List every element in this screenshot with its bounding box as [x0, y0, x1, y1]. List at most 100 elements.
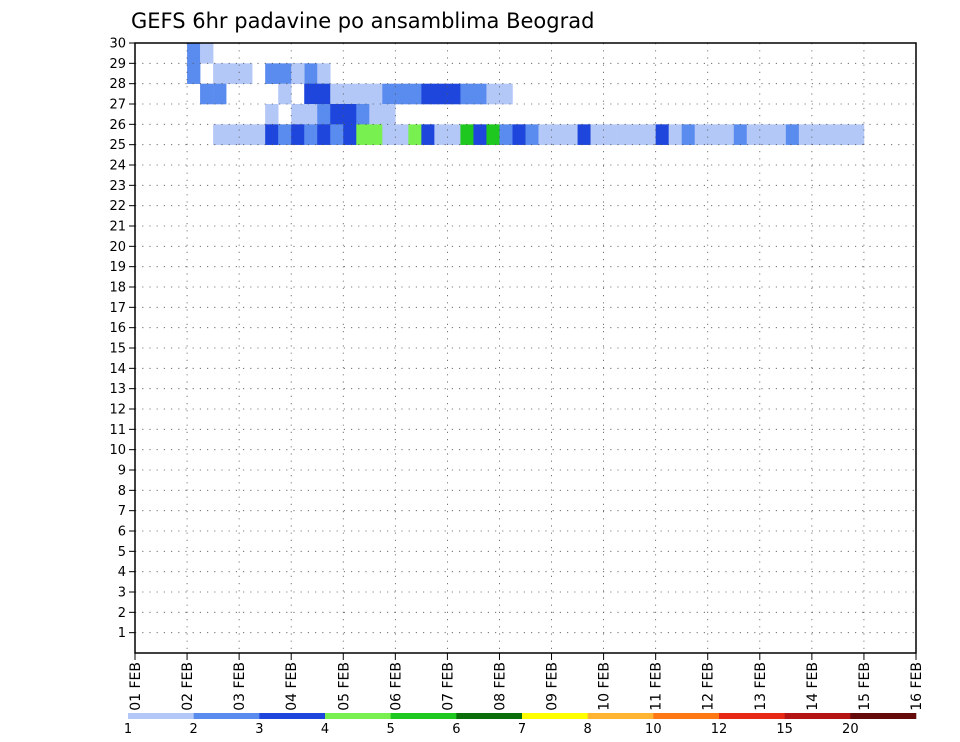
legend-swatch	[784, 713, 851, 719]
x-tick-label: 15 FEB	[857, 662, 873, 711]
legend-swatch	[259, 713, 326, 719]
x-tick-label: 02 FEB	[180, 662, 196, 711]
y-tick-label: 1	[118, 626, 126, 641]
precip-cell	[239, 124, 253, 145]
precip-cell	[291, 124, 305, 145]
precip-cell	[304, 124, 318, 145]
precip-cell	[642, 124, 656, 145]
precip-cell	[343, 83, 357, 105]
precip-cell	[200, 83, 214, 105]
precip-cell	[707, 124, 722, 145]
precip-cell	[317, 63, 331, 84]
y-tick-label: 17	[109, 301, 126, 316]
x-tick-label: 01 FEB	[128, 662, 144, 711]
precip-cell	[434, 83, 448, 105]
precip-cell	[824, 124, 839, 145]
precip-cell	[304, 104, 318, 125]
precip-cell	[447, 124, 461, 145]
y-tick-label: 22	[109, 199, 126, 214]
x-tick-label: 16 FEB	[909, 662, 925, 711]
precip-cell	[629, 124, 643, 145]
legend-label: 5	[387, 722, 395, 737]
precip-cell	[200, 43, 214, 64]
precip-cell	[616, 124, 630, 145]
precip-cell	[746, 124, 761, 145]
precip-cell	[551, 124, 565, 145]
x-tick-label: 13 FEB	[753, 662, 769, 711]
precip-cell	[213, 83, 227, 105]
precip-cell	[265, 124, 279, 145]
y-tick-label: 3	[118, 586, 126, 601]
precip-cell	[473, 124, 487, 145]
x-tick-label: 04 FEB	[284, 662, 300, 711]
legend-label: 8	[584, 722, 592, 737]
precip-cell	[369, 83, 383, 105]
y-tick-label: 4	[118, 565, 126, 580]
y-tick-label: 18	[109, 281, 126, 296]
y-tick-label: 7	[118, 504, 126, 519]
y-tick-label: 21	[109, 220, 126, 235]
precip-cell	[330, 83, 344, 105]
y-tick-label: 26	[109, 118, 126, 133]
precip-cell	[460, 83, 474, 105]
precip-cell	[291, 63, 305, 84]
precip-cell	[187, 63, 201, 84]
precip-cell	[538, 124, 552, 145]
y-tick-label: 20	[109, 240, 126, 255]
x-tick-label: 12 FEB	[701, 662, 717, 711]
precip-cell	[447, 83, 461, 105]
precip-cell	[850, 124, 865, 145]
precip-cell	[564, 124, 578, 145]
y-tick-label: 13	[109, 382, 126, 397]
precip-cell	[343, 124, 357, 145]
precip-cell	[252, 124, 266, 145]
x-axis: 01 FEB 02 FEB 03 FEB 04 FEB 05 FEB 06 FEB 07 F…	[128, 653, 925, 711]
y-axis: 1234567891011121314151617181920212223242…	[109, 37, 135, 641]
precip-cell	[369, 124, 383, 145]
precip-cell	[356, 104, 370, 125]
precip-cell	[304, 63, 318, 84]
precip-cell	[499, 124, 513, 145]
precip-cell	[460, 124, 474, 145]
y-tick-label: 5	[118, 545, 126, 560]
legend-swatch	[456, 713, 523, 719]
precip-cell	[421, 83, 435, 105]
precip-cell	[772, 124, 787, 145]
chart-title: GEFS 6hr padavine po ansamblima Beograd	[131, 9, 594, 33]
precip-cell	[798, 124, 813, 145]
precip-cell	[356, 83, 370, 105]
precip-cell	[694, 124, 709, 145]
y-tick-label: 16	[109, 321, 126, 336]
precip-cell	[317, 124, 331, 145]
precip-cell	[811, 124, 826, 145]
precip-cell	[785, 124, 800, 145]
y-tick-label: 24	[109, 159, 126, 174]
dotted-grid	[135, 43, 916, 653]
legend-label: 4	[321, 722, 329, 737]
precip-cell	[408, 124, 422, 145]
precip-cell	[278, 83, 292, 105]
precip-cell	[395, 124, 409, 145]
precip-cell	[590, 124, 604, 145]
y-tick-label: 6	[118, 525, 126, 540]
y-tick-label: 19	[109, 260, 126, 275]
precip-cell	[187, 43, 201, 64]
x-tick-label: 06 FEB	[388, 662, 404, 711]
precip-cell	[577, 124, 591, 145]
legend-label: 12	[711, 722, 728, 737]
precip-cell	[473, 83, 487, 105]
x-tick-label: 09 FEB	[545, 662, 561, 711]
y-tick-label: 14	[109, 362, 126, 377]
y-tick-label: 9	[118, 464, 126, 479]
precip-cell	[681, 124, 696, 145]
precip-cell	[655, 124, 669, 145]
x-tick-label: 05 FEB	[336, 662, 352, 711]
y-tick-label: 10	[109, 443, 126, 458]
precip-cell	[317, 83, 331, 105]
precip-cell	[213, 63, 227, 84]
precip-cells	[187, 43, 865, 145]
x-tick-label: 03 FEB	[232, 662, 248, 711]
precip-cell	[434, 124, 448, 145]
legend-label: 2	[190, 722, 198, 737]
